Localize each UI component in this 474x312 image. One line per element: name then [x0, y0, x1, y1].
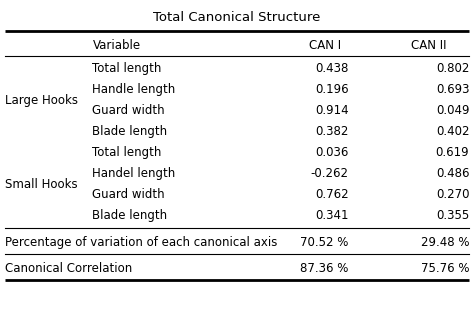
Text: Guard width: Guard width: [92, 188, 165, 201]
Text: Percentage of variation of each canonical axis: Percentage of variation of each canonica…: [5, 236, 277, 249]
Text: Handel length: Handel length: [92, 167, 176, 180]
Text: Handle length: Handle length: [92, 83, 176, 96]
Text: 29.48 %: 29.48 %: [421, 236, 469, 249]
Text: CAN I: CAN I: [309, 39, 341, 51]
Text: 0.914: 0.914: [315, 104, 348, 117]
Text: Small Hooks: Small Hooks: [5, 178, 77, 191]
Text: -0.262: -0.262: [310, 167, 348, 180]
Text: 0.693: 0.693: [436, 83, 469, 96]
Text: Variable: Variable: [92, 39, 141, 51]
Text: Blade length: Blade length: [92, 125, 167, 138]
Text: CAN II: CAN II: [411, 39, 447, 51]
Text: 70.52 %: 70.52 %: [300, 236, 348, 249]
Text: Total length: Total length: [92, 146, 162, 159]
Text: 0.438: 0.438: [315, 62, 348, 75]
Text: 0.355: 0.355: [436, 209, 469, 222]
Text: 0.402: 0.402: [436, 125, 469, 138]
Text: 87.36 %: 87.36 %: [300, 262, 348, 275]
Text: 0.486: 0.486: [436, 167, 469, 180]
Text: Total length: Total length: [92, 62, 162, 75]
Text: Guard width: Guard width: [92, 104, 165, 117]
Text: Total Canonical Structure: Total Canonical Structure: [153, 11, 321, 24]
Text: 0.762: 0.762: [315, 188, 348, 201]
Text: 0.036: 0.036: [315, 146, 348, 159]
Text: Blade length: Blade length: [92, 209, 167, 222]
Text: Large Hooks: Large Hooks: [5, 94, 78, 107]
Text: Canonical Correlation: Canonical Correlation: [5, 262, 132, 275]
Text: 0.382: 0.382: [315, 125, 348, 138]
Text: 0.802: 0.802: [436, 62, 469, 75]
Text: 0.270: 0.270: [436, 188, 469, 201]
Text: 0.049: 0.049: [436, 104, 469, 117]
Text: 0.619: 0.619: [436, 146, 469, 159]
Text: 75.76 %: 75.76 %: [421, 262, 469, 275]
Text: 0.196: 0.196: [315, 83, 348, 96]
Text: 0.341: 0.341: [315, 209, 348, 222]
